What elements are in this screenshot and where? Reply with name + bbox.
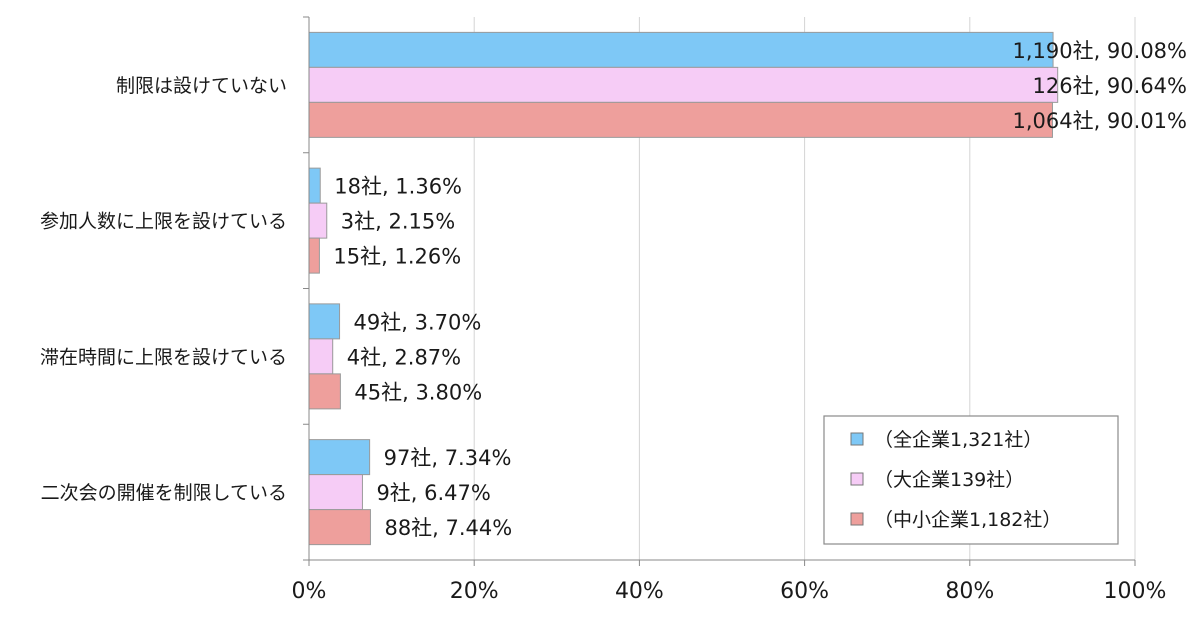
legend-entry: （中小企業1,182社） [874, 509, 1061, 531]
bar [308, 237, 320, 274]
data-label: 88社, 7.44% [384, 516, 512, 540]
data-label: 97社, 7.34% [384, 446, 512, 470]
bar [308, 338, 334, 375]
x-tick-label: 0% [292, 579, 327, 604]
x-tick-label: 80% [945, 579, 994, 604]
data-label: 126社, 90.64% [1032, 74, 1187, 98]
legend-entry: （大企業139社） [874, 469, 1024, 491]
legend-box [823, 415, 1119, 545]
data-label: 45社, 3.80% [354, 380, 482, 404]
data-label: 3社, 2.15% [341, 210, 455, 234]
bar [308, 474, 363, 511]
bar [308, 66, 1059, 103]
bar [308, 202, 328, 239]
legend-entry: （全企業1,321社） [874, 429, 1042, 451]
category-labels: 制限は設けていない参加人数に上限を設けている滞在時間に上限を設けている二次会の開… [40, 75, 287, 504]
bar [308, 31, 1054, 68]
x-tick-label: 40% [615, 579, 664, 604]
bar [308, 101, 1053, 138]
category-label: 滞在時間に上限を設けている [40, 346, 287, 368]
category-label: 二次会の開催を制限している [41, 482, 287, 504]
bar [308, 167, 321, 204]
x-tick-label: 60% [780, 579, 829, 604]
data-labels: 1,190社, 90.08% 126社, 90.64% 1,064社, 90.01%… [333, 39, 1187, 540]
bar [308, 373, 341, 410]
x-tick-label: 20% [450, 579, 499, 604]
tick-labels: 0% 20% 40% 60% 80% 100% [292, 579, 1167, 604]
legend-swatch [850, 512, 864, 526]
legend: （全企業1,321社） （大企業139社） （中小企業1,182社） [823, 415, 1119, 545]
data-label: 18社, 1.36% [334, 175, 462, 199]
bar [308, 303, 341, 340]
bar [308, 509, 371, 546]
axes [303, 16, 1136, 566]
data-label: 15社, 1.26% [333, 245, 461, 269]
category-label: 制限は設けていない [116, 75, 287, 97]
category-label: 参加人数に上限を設けている [40, 211, 287, 233]
data-label: 9社, 6.47% [376, 481, 490, 505]
data-label: 49社, 3.70% [354, 310, 482, 334]
data-label: 1,190社, 90.08% [1012, 39, 1187, 63]
data-label: 4社, 2.87% [347, 345, 461, 369]
bar [308, 439, 371, 476]
legend-swatch [850, 432, 864, 446]
legend-swatch [850, 472, 864, 486]
x-tick-label: 100% [1104, 579, 1167, 604]
data-label: 1,064社, 90.01% [1012, 109, 1187, 133]
